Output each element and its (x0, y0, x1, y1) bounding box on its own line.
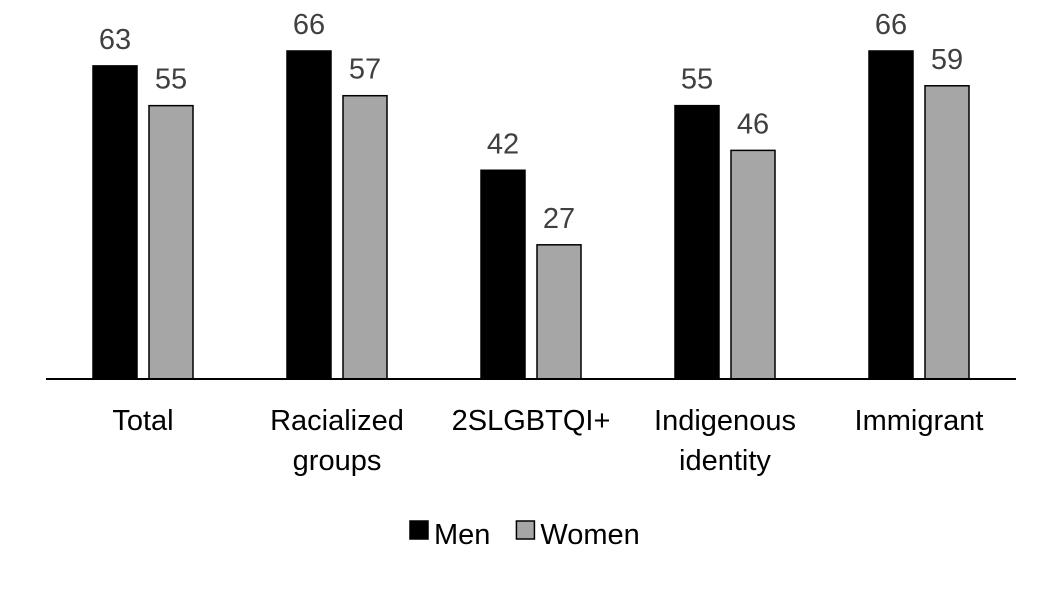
data-label-men-total: 63 (99, 24, 131, 56)
bar-men-racialized-groups (286, 50, 332, 380)
bar-women-total (148, 104, 194, 380)
data-label-men-2slgbtqi: 42 (487, 128, 519, 160)
bar-men-2slgbtqi (480, 169, 526, 380)
bar-men-immigrant (868, 50, 914, 380)
legend-label-men: Men (434, 519, 490, 551)
category-label-2slgbtqi: 2SLGBTQI+ (452, 405, 611, 437)
bars-layer (92, 50, 970, 380)
data-label-women-racialized-groups: 57 (349, 54, 381, 86)
category-label-total: Total (112, 405, 173, 437)
data-label-men-indigenous-identity: 55 (681, 64, 713, 96)
data-label-women-indigenous-identity: 46 (737, 108, 769, 140)
data-label-women-2slgbtqi: 27 (543, 203, 575, 235)
data-label-women-total: 55 (155, 64, 187, 96)
data-label-men-immigrant: 66 (875, 9, 907, 41)
bar-women-indigenous-identity (730, 149, 776, 380)
data-labels-layer: 63 55 66 57 42 27 55 46 66 59 (99, 9, 963, 235)
bar-women-racialized-groups (342, 94, 388, 380)
legend-label-women: Women (540, 519, 639, 551)
bar-women-2slgbtqi (536, 244, 582, 380)
bar-men-indigenous-identity (674, 104, 720, 380)
legend: Men Women (409, 519, 640, 551)
category-label-indigenous-identity: Indigenous identity (654, 405, 796, 477)
data-label-men-racialized-groups: 66 (293, 9, 325, 41)
category-label-racialized-groups: Racialized groups (270, 405, 404, 477)
legend-swatch-women (515, 520, 536, 540)
category-label-immigrant: Immigrant (855, 405, 984, 437)
bar-men-total (92, 65, 138, 380)
data-label-women-immigrant: 59 (931, 44, 963, 76)
legend-swatch-men (409, 520, 429, 540)
category-labels-layer: Total Racialized groups 2SLGBTQI+ Indigenous… (112, 405, 983, 477)
bar-women-immigrant (924, 85, 970, 380)
